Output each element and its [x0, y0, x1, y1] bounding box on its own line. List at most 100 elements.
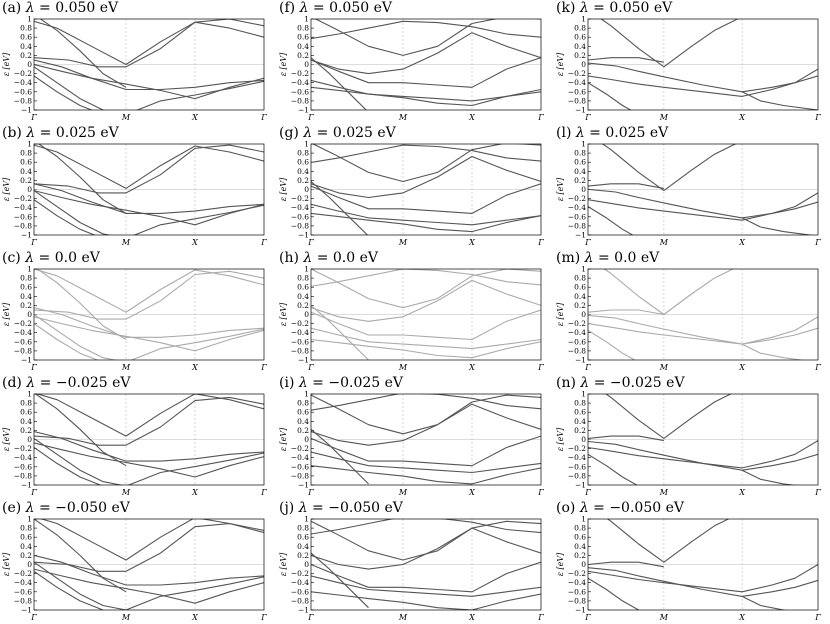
- y-tick-label: 0.6: [297, 408, 309, 417]
- y-tick-label: 0: [27, 60, 32, 69]
- y-tick-label: 1: [581, 265, 586, 274]
- y-tick-label: 0.6: [574, 33, 586, 42]
- y-axis-label: ε [eV]: [279, 302, 288, 326]
- lambda-value: = 0.025 eV: [312, 125, 396, 141]
- y-tick-label: 0.2: [297, 551, 309, 560]
- band-line: [34, 190, 264, 226]
- x-tick-label: Γ: [537, 613, 544, 622]
- band-line: [34, 59, 264, 91]
- panel-a: (a) λ = 0.050 eV ε [eV] 1 0.8 0.6 0.4 0.2 0 −0.2…: [0, 0, 276, 124]
- y-tick-label: −0.4: [291, 203, 309, 212]
- y-axis-label: ε [eV]: [2, 552, 11, 576]
- x-tick-label: M: [398, 613, 408, 622]
- y-axis-label: ε [eV]: [556, 177, 565, 201]
- y-axis-label: ε [eV]: [556, 52, 565, 76]
- lambda-value: = 0.025 eV: [35, 125, 119, 141]
- band-line: [34, 394, 127, 467]
- band-line: [588, 453, 638, 485]
- band-structure-plot: ε [eV]10.80.60.40.20−0.2−0.4−0.6−0.8−1Γ M…: [556, 390, 821, 498]
- y-tick-label: −1: [298, 356, 309, 365]
- y-tick-label: 0.8: [297, 524, 309, 533]
- x-tick-label: X: [191, 488, 198, 497]
- panel-i: (i) λ = −0.025 eV ε [eV] 1 0.8 0.6 0.4 0.2 0 −0.…: [277, 375, 553, 499]
- x-tick-label: X: [468, 613, 475, 622]
- y-tick-label: −0.8: [568, 96, 586, 105]
- band-line: [34, 199, 96, 235]
- y-tick-label: −0.4: [14, 578, 32, 587]
- x-tick-label: M: [121, 613, 131, 622]
- y-tick-label: 0.2: [574, 301, 586, 310]
- y-tick-label: −0.6: [568, 87, 586, 96]
- band-structure-plot: ε [eV]10.80.60.40.20−0.2−0.4−0.6−0.8−1Γ M…: [556, 265, 821, 373]
- y-tick-label: −0.4: [291, 453, 309, 462]
- panel-title: (n) λ = −0.025 eV: [556, 375, 685, 391]
- band-structure-plot: ε [eV]10.80.60.40.20−0.2−0.4−0.6−0.8−1Γ M…: [279, 515, 544, 623]
- lambda-value: = 0.050 eV: [588, 0, 673, 16]
- plot-frame: [33, 518, 265, 611]
- lambda-value: = −0.025 eV: [589, 375, 685, 391]
- band-line: [34, 568, 264, 604]
- y-tick-label: −0.2: [291, 194, 309, 203]
- y-tick-label: 0.8: [297, 24, 309, 33]
- panel-d: (d) λ = −0.025 eV ε [eV] 1 0.8 0.6 0.4 0.2 0 −0.…: [0, 375, 276, 499]
- y-tick-label: −0.2: [14, 569, 32, 578]
- y-tick-label: −1: [575, 481, 586, 490]
- y-tick-label: −0.2: [14, 444, 32, 453]
- band-line: [34, 442, 264, 478]
- y-tick-label: −0.8: [568, 596, 586, 605]
- y-tick-label: −1: [21, 106, 32, 115]
- x-tick-label: M: [398, 113, 408, 122]
- lambda-value: = −0.050 eV: [588, 500, 684, 516]
- lambda-symbol: λ: [579, 500, 589, 516]
- y-tick-label: 0: [27, 435, 32, 444]
- panel-title: (d) λ = −0.025 eV: [2, 375, 131, 391]
- y-tick-label: 0.4: [297, 167, 309, 176]
- y-tick-label: 0: [581, 560, 586, 569]
- band-lines: [588, 269, 818, 360]
- y-tick-label: −0.4: [14, 328, 32, 337]
- y-tick-label: 1: [581, 515, 586, 524]
- band-line: [34, 554, 264, 586]
- y-tick-label: 1: [27, 515, 32, 524]
- y-tick-label: 1: [27, 265, 32, 274]
- y-tick-label: −0.2: [291, 444, 309, 453]
- band-lines: [34, 144, 264, 235]
- plot-frame: [587, 518, 819, 611]
- y-tick-label: 0: [304, 60, 309, 69]
- y-tick-label: 1: [27, 15, 32, 24]
- band-line: [311, 269, 541, 287]
- x-tick-label: Γ: [30, 113, 37, 122]
- y-tick-label: 0.4: [20, 42, 32, 51]
- plot-frame: [310, 518, 542, 611]
- y-tick-label: −0.4: [291, 328, 309, 337]
- band-line: [588, 314, 818, 345]
- band-line: [36, 269, 127, 340]
- y-tick-label: −1: [575, 106, 586, 115]
- y-tick-label: −0.6: [14, 212, 32, 221]
- y-tick-label: −0.2: [14, 319, 32, 328]
- y-tick-label: −0.8: [14, 596, 32, 605]
- y-tick-label: 0: [581, 185, 586, 194]
- y-tick-label: −0.2: [568, 69, 586, 78]
- x-tick-label: X: [738, 238, 745, 247]
- band-line: [311, 394, 541, 411]
- x-tick-label: Γ: [307, 238, 314, 247]
- band-line: [311, 212, 541, 233]
- band-line: [311, 57, 367, 110]
- panel-title: (m) λ = 0.0 eV: [556, 250, 659, 266]
- y-tick-label: −1: [298, 231, 309, 240]
- y-tick-label: −0.4: [568, 78, 586, 87]
- lambda-symbol: λ: [303, 125, 313, 141]
- plot-frame: [587, 268, 819, 361]
- y-tick-label: 0.2: [574, 51, 586, 60]
- y-tick-label: 1: [304, 265, 309, 274]
- x-tick-label: Γ: [537, 238, 544, 247]
- lambda-symbol: λ: [575, 125, 585, 141]
- x-tick-label: X: [738, 363, 745, 372]
- y-tick-label: 0.8: [574, 149, 586, 158]
- band-structure-plot: ε [eV]10.80.60.40.20−0.2−0.4−0.6−0.8−1Γ M…: [2, 265, 267, 373]
- y-tick-label: 0.8: [297, 274, 309, 283]
- lambda-value: = 0.0 eV: [593, 250, 660, 266]
- y-tick-label: 1: [304, 15, 309, 24]
